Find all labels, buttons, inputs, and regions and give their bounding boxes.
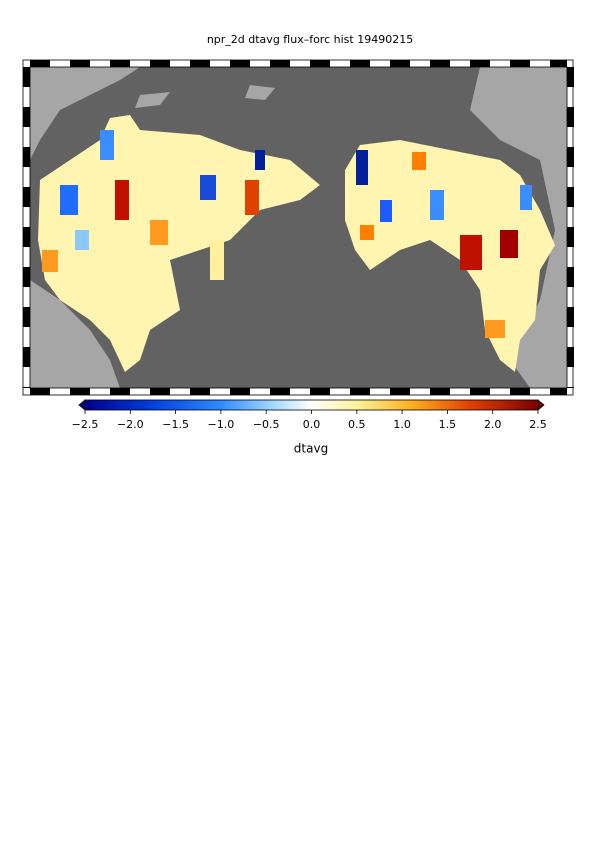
frame-tick (470, 60, 490, 67)
frame-tick (567, 307, 574, 327)
field (42, 250, 58, 272)
frame-tick (230, 60, 250, 67)
field (430, 190, 444, 220)
field (245, 180, 259, 215)
frame-tick (270, 388, 290, 395)
frame-tick (190, 388, 210, 395)
field (150, 220, 168, 245)
frame-tick (230, 388, 250, 395)
frame-tick (30, 60, 50, 67)
frame-tick (310, 60, 330, 67)
frame-tick (23, 347, 30, 367)
frame-tick (23, 67, 30, 87)
frame-tick (430, 60, 450, 67)
frame-tick (567, 227, 574, 247)
field (345, 140, 555, 372)
frame-tick (23, 187, 30, 207)
frame-tick (390, 388, 410, 395)
frame-tick (23, 147, 30, 167)
field (412, 152, 426, 170)
colorbar-tick-label: 1.5 (439, 418, 457, 431)
island (135, 85, 275, 108)
field (255, 150, 265, 170)
land (30, 67, 140, 160)
frame-tick (390, 60, 410, 67)
frame-tick (23, 227, 30, 247)
colorbar-tick-label: −2.0 (117, 418, 144, 431)
field (115, 180, 129, 220)
frame-tick (23, 107, 30, 127)
frame-tick (70, 388, 90, 395)
frame-tick (190, 60, 210, 67)
frame-tick (567, 267, 574, 287)
colorbar-tick-label: 2.5 (529, 418, 547, 431)
colorbar-tick-label: −0.5 (253, 418, 280, 431)
field (60, 185, 78, 215)
frame-tick (550, 388, 567, 395)
field (500, 230, 518, 258)
colorbar-tick-label: −2.5 (72, 418, 99, 431)
frame-tick (470, 388, 490, 395)
frame-tick (150, 388, 170, 395)
colorbar-tick-label: −1.5 (162, 418, 189, 431)
field (485, 320, 505, 338)
frame-tick (567, 347, 574, 367)
frame-tick (567, 387, 574, 388)
frame-tick (23, 267, 30, 287)
frame-tick (350, 60, 370, 67)
frame-tick (567, 187, 574, 207)
frame-tick (510, 388, 530, 395)
field (380, 200, 392, 222)
frame-tick (30, 388, 50, 395)
field (200, 175, 216, 200)
map (30, 67, 567, 388)
field (520, 185, 532, 210)
field (356, 150, 368, 185)
frame-tick (567, 67, 574, 87)
frame-tick (567, 147, 574, 167)
colorbar-tick-label: 1.0 (393, 418, 411, 431)
colorbar-tick-label: −1.0 (208, 418, 235, 431)
colorbar-end (537, 399, 545, 411)
field (460, 235, 482, 270)
land (470, 67, 567, 388)
field (210, 240, 224, 280)
field (360, 225, 374, 240)
colorbar-tick-label: 0.5 (348, 418, 366, 431)
frame-tick (550, 60, 567, 67)
frame-tick (430, 388, 450, 395)
frame-tick (110, 388, 130, 395)
colorbar-tick-label: 2.0 (484, 418, 502, 431)
frame-tick (567, 107, 574, 127)
land (30, 280, 120, 388)
frame-tick (150, 60, 170, 67)
frame-tick (350, 388, 370, 395)
map-frame (22, 59, 574, 396)
frame-tick (310, 388, 330, 395)
colorbar-ramp (84, 399, 539, 411)
frame-tick (510, 60, 530, 67)
map-title: npr_2d dtavg flux–forc hist 19490215 (207, 33, 413, 46)
frame-tick (110, 60, 130, 67)
colorbar-end (78, 399, 86, 411)
field (38, 115, 320, 372)
field (100, 130, 114, 160)
field (75, 230, 89, 250)
frame-tick (70, 60, 90, 67)
frame-tick (270, 60, 290, 67)
frame-tick (23, 307, 30, 327)
colorbar: −2.5 −2.0 −1.5 −1.0 −0.5 0.0 0.5 1.0 1.5 2.0 2.5 (72, 399, 547, 431)
colorbar-label: dtavg (294, 442, 328, 456)
colorbar-tick-label: 0.0 (303, 418, 321, 431)
frame-tick (23, 387, 30, 388)
